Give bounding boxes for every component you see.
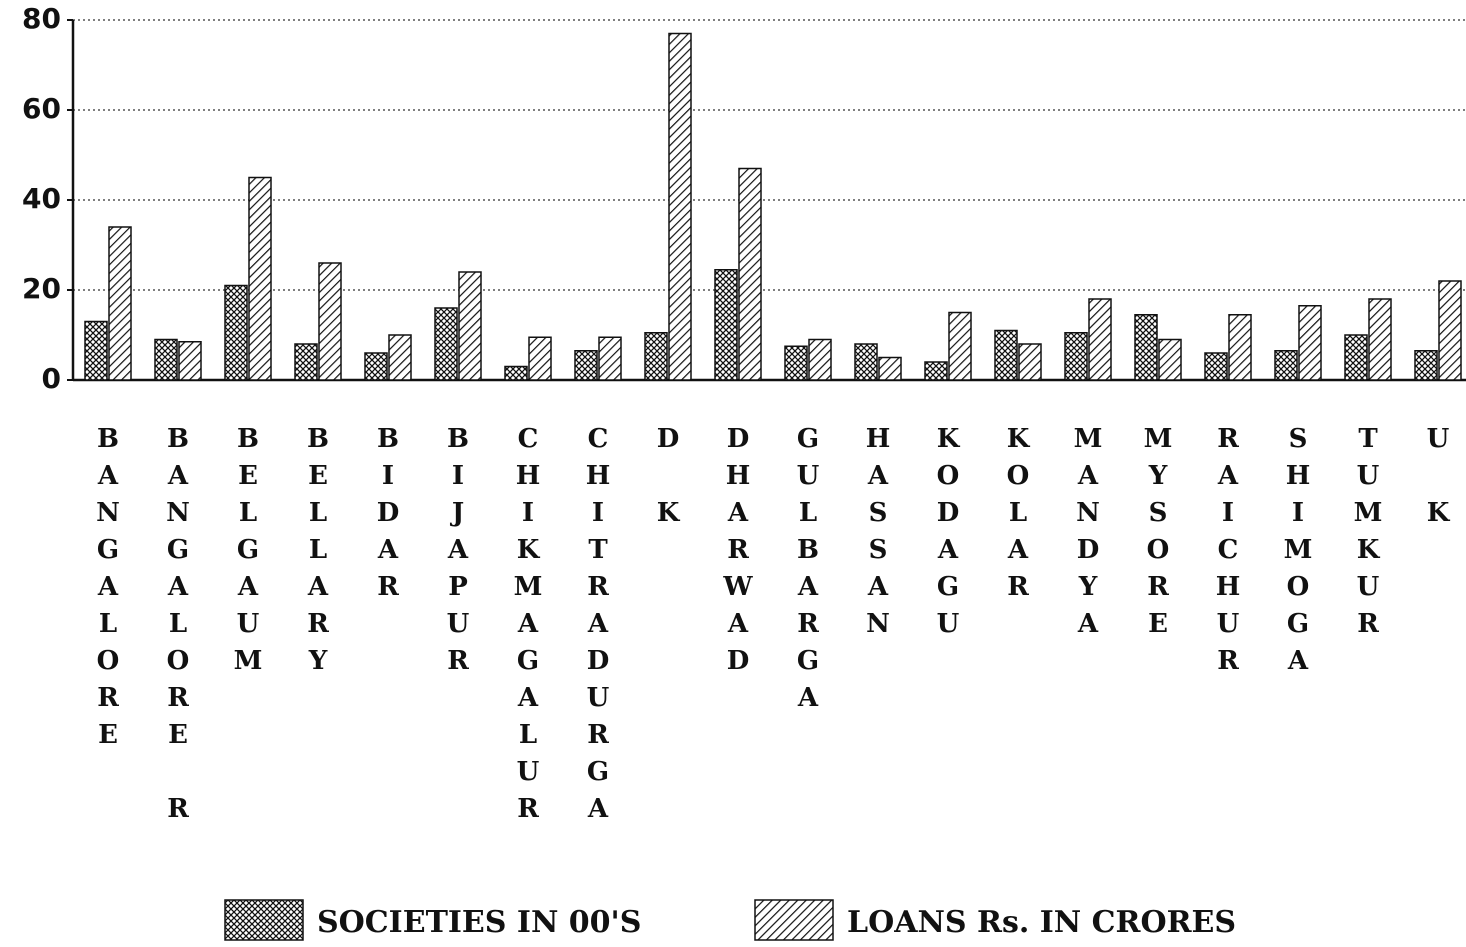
bar xyxy=(154,338,178,381)
bar xyxy=(1134,314,1158,381)
y-tick-label: 60 xyxy=(22,92,61,125)
bar xyxy=(738,167,762,381)
bar xyxy=(318,262,342,381)
bar xyxy=(1368,298,1392,381)
bar xyxy=(1274,350,1298,381)
bar xyxy=(574,350,598,381)
y-tick-label: 80 xyxy=(22,2,61,35)
bar xyxy=(294,343,318,381)
bar xyxy=(1298,305,1322,381)
bar xyxy=(434,307,458,381)
bar xyxy=(1438,280,1462,381)
bar xyxy=(1158,338,1182,381)
bar xyxy=(108,226,132,381)
legend-label: LOANS Rs. IN CRORES xyxy=(847,905,1236,940)
bar xyxy=(1064,332,1088,381)
y-tick-label: 0 xyxy=(42,362,61,395)
bar xyxy=(224,284,248,381)
legend-swatch xyxy=(224,899,304,941)
bar xyxy=(808,338,832,381)
bar xyxy=(1204,352,1228,381)
bar xyxy=(248,176,272,381)
bar xyxy=(1018,343,1042,381)
bar xyxy=(84,320,108,381)
x-tick-label: D K xyxy=(657,424,681,528)
bar xyxy=(528,336,552,381)
x-tick-label: U K xyxy=(1427,424,1451,528)
bar xyxy=(924,361,948,381)
bar xyxy=(1344,334,1368,381)
bar xyxy=(644,332,668,381)
bar xyxy=(878,356,902,381)
legend-label: SOCIETIES IN 00'S xyxy=(317,905,641,940)
bar xyxy=(854,343,878,381)
bar xyxy=(458,271,482,381)
bar xyxy=(388,334,412,381)
bar xyxy=(1088,298,1112,381)
bar xyxy=(1228,314,1252,381)
bar xyxy=(178,341,202,381)
bar xyxy=(364,352,388,381)
legend-swatch xyxy=(754,899,834,941)
bar xyxy=(948,311,972,381)
bar xyxy=(714,269,738,381)
bar xyxy=(994,329,1018,381)
bar xyxy=(504,365,528,381)
bar xyxy=(1414,350,1438,381)
bar xyxy=(784,345,808,381)
bar xyxy=(598,336,622,381)
bar xyxy=(668,32,692,381)
y-tick-label: 40 xyxy=(22,182,61,215)
y-tick-label: 20 xyxy=(22,272,61,305)
